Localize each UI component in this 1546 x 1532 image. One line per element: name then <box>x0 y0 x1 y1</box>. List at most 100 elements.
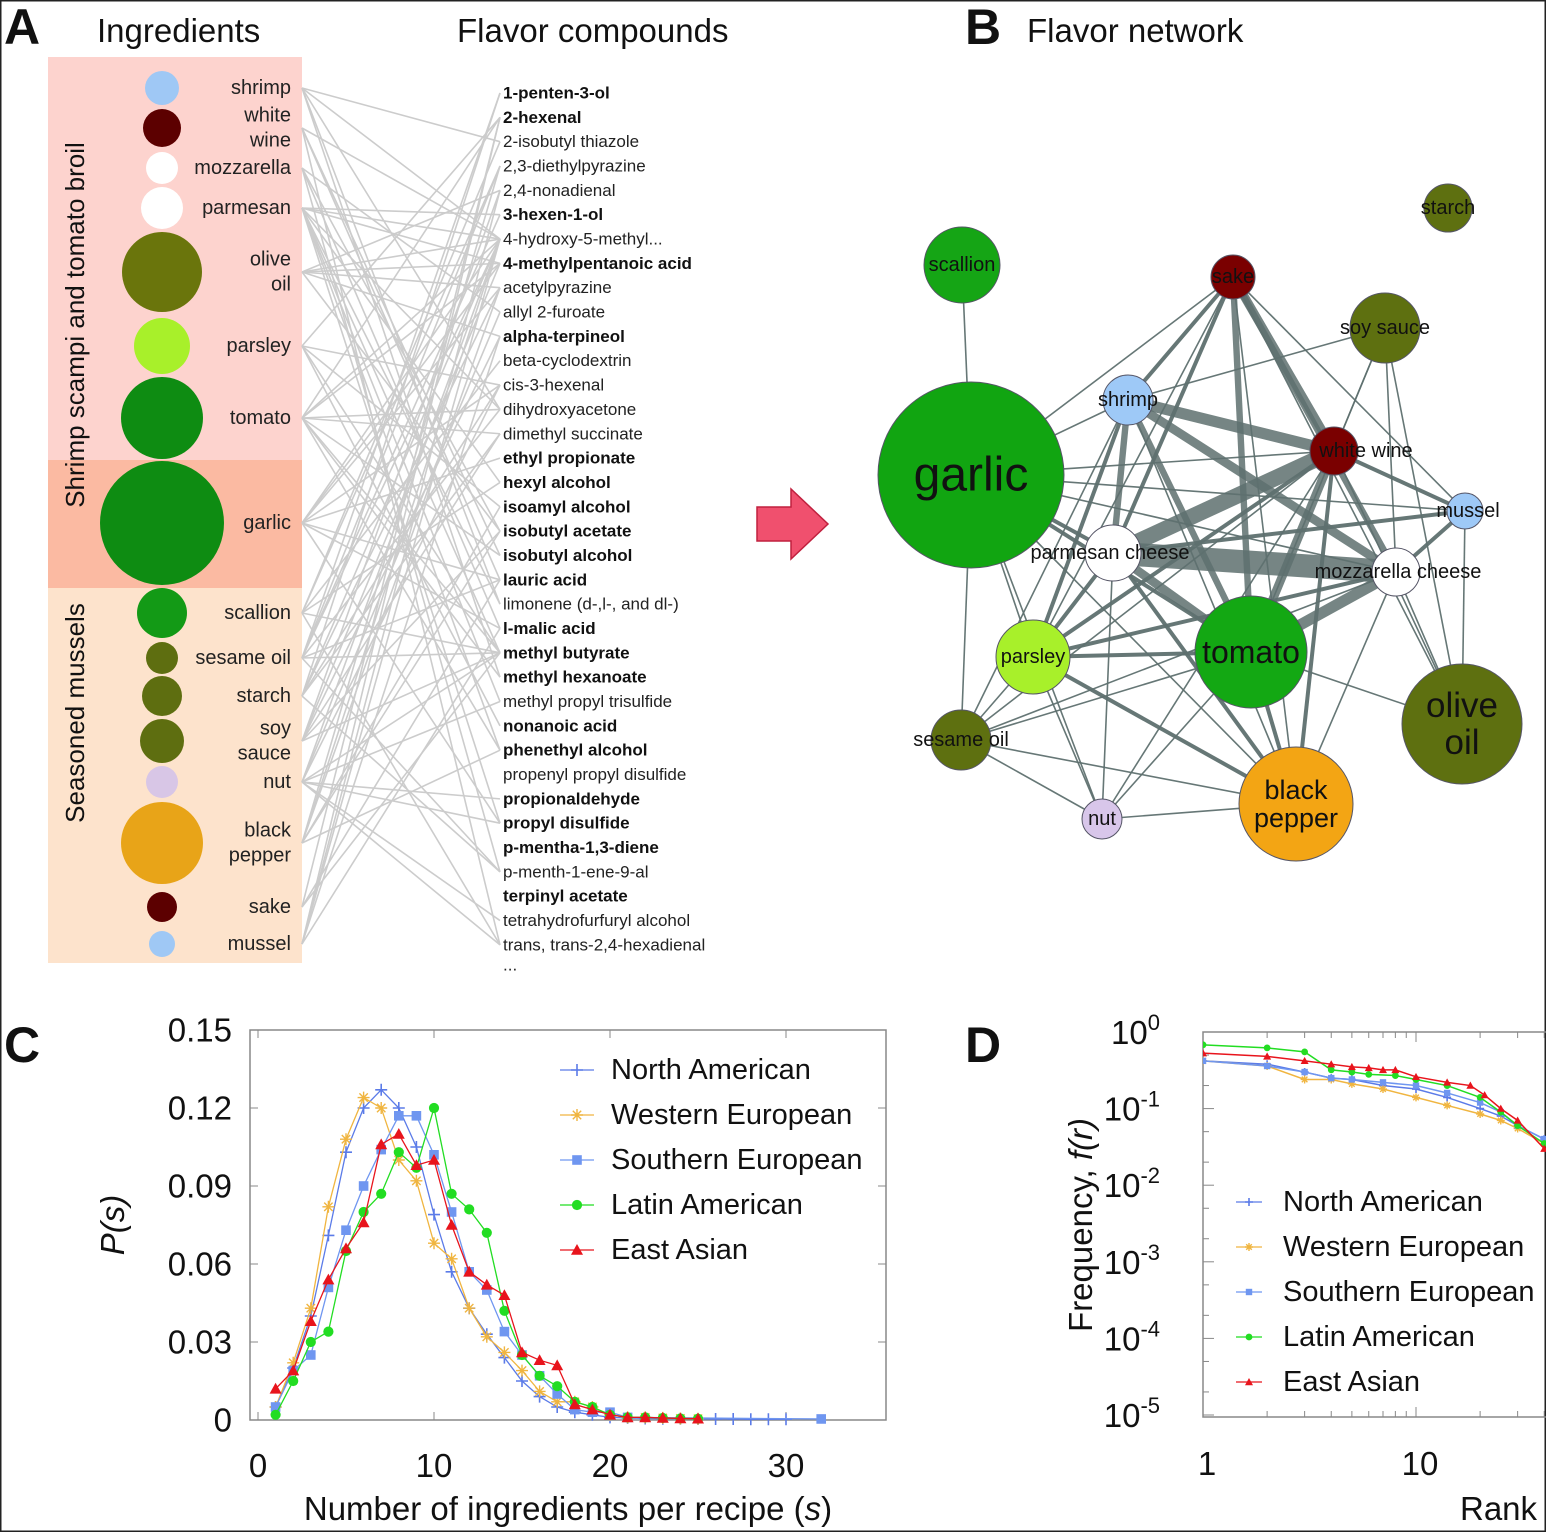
link-line <box>301 781 501 824</box>
network-edge <box>1126 275 1235 402</box>
node-label: oil <box>1444 723 1479 762</box>
compound-label: propenyl propyl disulfide <box>503 765 686 784</box>
data-point <box>1379 1079 1387 1086</box>
data-point <box>1263 1062 1271 1070</box>
y-tick-label: 0.03 <box>168 1324 232 1361</box>
link-line <box>301 506 501 844</box>
series-east-asian <box>269 1128 704 1424</box>
data-point <box>1245 1333 1253 1341</box>
y-axis-label: Frequency, f(r) <box>1062 1118 1099 1332</box>
node-label: mozzarella cheese <box>1315 561 1482 583</box>
compound-label: l-malic acid <box>503 619 596 638</box>
panel-b: B Flavor network garlic scallion sake starc… <box>877 0 1523 862</box>
ingredient-label: garlic <box>243 512 291 534</box>
legend-label: Western European <box>1283 1231 1524 1263</box>
data-point <box>1245 1198 1253 1206</box>
network-edge <box>960 399 1129 741</box>
link-line <box>301 116 501 347</box>
data-point <box>1513 1116 1522 1124</box>
y-axis-label: P(s) <box>94 1195 131 1256</box>
data-point <box>463 1302 476 1315</box>
recipe-label-seasoned-mussels: Seasoned mussels <box>60 603 90 823</box>
network-nodes: garlic scallion sake starch soy sauce shrimp w… <box>877 183 1523 862</box>
data-point <box>1514 1122 1522 1129</box>
data-point <box>1263 1052 1272 1060</box>
legend-item: North American <box>1236 1186 1483 1218</box>
data-point <box>516 1346 528 1358</box>
ingredient-item: mozzarella <box>146 152 292 184</box>
data-point <box>1412 1093 1420 1102</box>
link-line <box>301 167 501 532</box>
compound-label: dimethyl succinate <box>503 424 643 443</box>
ingredient-circle <box>134 318 190 374</box>
data-point <box>1301 1068 1308 1076</box>
compound-label: isoamyl alcohol <box>503 497 631 516</box>
x-tick-label: 30 <box>768 1447 805 1484</box>
y-tick-label: 0 <box>214 1402 232 1439</box>
data-point <box>1480 1091 1489 1099</box>
network-node-olive-oil <box>1401 663 1523 785</box>
compound-label: 4-methylpentanoic acid <box>503 254 692 273</box>
data-point <box>1496 1116 1505 1125</box>
data-point <box>516 1364 528 1377</box>
link-line <box>301 311 501 783</box>
data-point <box>498 1289 511 1300</box>
node-label: olive <box>1426 686 1498 725</box>
compound-label: methyl propyl trisulfide <box>503 692 672 711</box>
ingredient-label: sake <box>249 896 291 918</box>
node-circle <box>877 381 1065 569</box>
x-tick-label: 1 <box>1198 1445 1216 1482</box>
node-label: sesame oil <box>913 729 1009 751</box>
series-line <box>1203 1060 1545 1145</box>
ingredient-item: nut <box>146 766 291 798</box>
compound-label: alpha-terpineol <box>503 327 625 346</box>
data-point <box>1347 1079 1356 1088</box>
compound-label: 2,3-diethylpyrazine <box>503 157 646 176</box>
data-point <box>428 1208 440 1221</box>
node-circle <box>923 226 1001 304</box>
data-point <box>1412 1072 1420 1081</box>
legend-item: Latin American <box>560 1189 803 1221</box>
legend-item: Latin American <box>1236 1321 1475 1353</box>
data-point <box>270 1402 281 1412</box>
compound-label: nonanoic acid <box>503 716 617 735</box>
link-line <box>301 271 501 532</box>
node-circle <box>930 709 992 771</box>
data-point <box>481 1227 492 1238</box>
network-edge <box>1384 327 1463 725</box>
node-circle <box>1309 426 1359 476</box>
legend-item: Southern European <box>560 1144 863 1176</box>
data-point <box>1327 1066 1335 1074</box>
compound-label: 3-hexen-1-ol <box>503 205 603 224</box>
data-point <box>571 1109 583 1121</box>
y-tick-label: 0.06 <box>168 1246 232 1283</box>
data-point <box>533 1385 546 1398</box>
link-line <box>301 417 501 654</box>
link-line <box>301 652 501 908</box>
compound-label: dihydroxyacetone <box>503 400 636 419</box>
ingredient-item: scallion <box>137 588 291 638</box>
ingredient-item: sake <box>147 892 291 922</box>
network-edge <box>1229 276 1255 653</box>
data-point <box>709 1412 722 1425</box>
ingredient-circle <box>146 152 178 184</box>
network-node-sesame-oil <box>930 709 992 771</box>
ingredient-label: oil <box>271 274 291 296</box>
link-line <box>301 190 501 742</box>
link-line <box>301 207 501 751</box>
data-point <box>1203 1041 1207 1049</box>
data-point <box>1476 1110 1485 1119</box>
ingredient-item: sesame oil <box>146 642 291 674</box>
ingredient-label: nut <box>263 771 291 793</box>
node-circle <box>1238 746 1354 862</box>
data-point <box>534 1370 545 1381</box>
data-point <box>1391 1072 1399 1079</box>
more-compounds: ... <box>503 956 517 975</box>
ingredient-label: white <box>243 105 291 127</box>
link-line <box>301 652 501 659</box>
ingredient-circle <box>147 892 177 922</box>
network-edge <box>1101 552 1114 820</box>
legend-label: East Asian <box>1283 1366 1420 1398</box>
link-line <box>301 384 501 783</box>
data-point <box>446 1207 457 1217</box>
